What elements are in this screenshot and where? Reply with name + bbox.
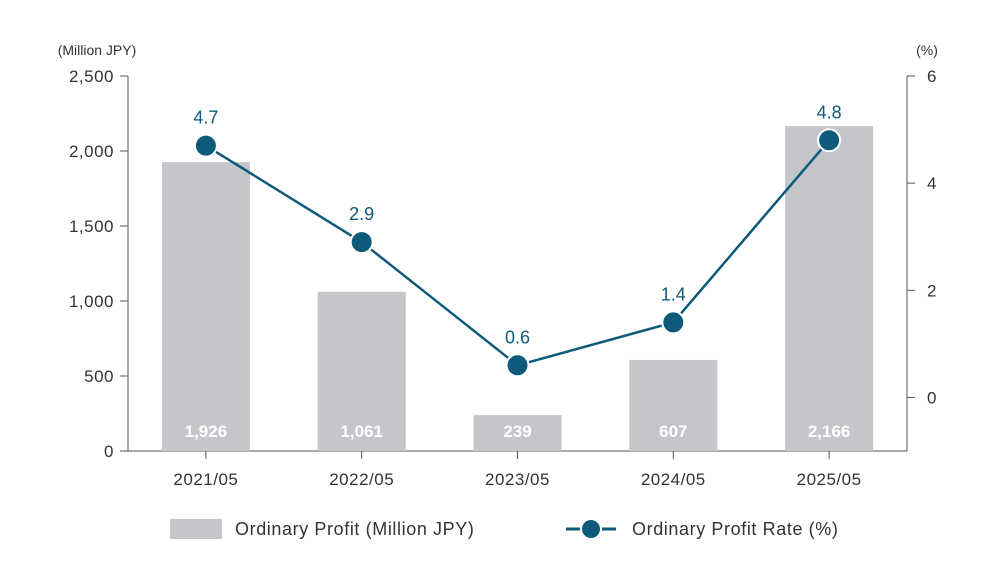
x-axis-tick-label: 2021/05 [173, 470, 238, 489]
rate-data-label: 0.6 [505, 327, 530, 347]
rate-point [661, 310, 686, 335]
legend: Ordinary Profit (Million JPY) Ordinary P… [170, 518, 838, 540]
bar [473, 415, 562, 451]
rate-line-layer: 4.7 2.9 0.6 1.4 4.8 [193, 102, 842, 378]
bar [161, 162, 250, 451]
rate-point [505, 353, 530, 378]
legend-swatch-bar [170, 519, 222, 539]
bar-data-label: 1,926 [185, 422, 228, 441]
rate-data-label: 1.4 [661, 284, 686, 304]
rate-point [817, 128, 842, 153]
bars: 1,926 1,061 239 607 2,166 [161, 126, 874, 451]
x-axis-tick-label: 2023/05 [485, 470, 550, 489]
bar-data-label: 2,166 [808, 422, 851, 441]
bar [785, 126, 874, 451]
x-axis-tick-label: 2022/05 [329, 470, 394, 489]
legend-label-bar: Ordinary Profit (Million JPY) [235, 519, 474, 539]
right-axis-tick-label: 2 [927, 281, 937, 300]
rate-point [349, 230, 374, 255]
legend-swatch-marker [580, 518, 602, 540]
x-axis-tick-label: 2024/05 [641, 470, 706, 489]
left-axis-tick-label: 1,000 [69, 292, 114, 311]
bar [629, 359, 718, 451]
right-axis-tick-label: 6 [927, 67, 937, 86]
left-axis-unit: (Million JPY) [58, 42, 137, 58]
left-axis-tick-label: 2,500 [69, 67, 114, 86]
x-axis-tick-label: 2025/05 [797, 470, 862, 489]
rate-data-label: 2.9 [349, 204, 374, 224]
left-axis-tick-label: 500 [84, 367, 114, 386]
bar-data-label: 239 [503, 422, 531, 441]
rate-data-label: 4.8 [817, 102, 842, 122]
rate-data-label: 4.7 [193, 108, 218, 128]
legend-label-line: Ordinary Profit Rate (%) [632, 519, 838, 539]
right-axis-tick-label: 0 [927, 388, 937, 407]
bar-data-label: 1,061 [340, 422, 383, 441]
right-axis-unit: (%) [916, 42, 938, 58]
right-axis-tick-label: 4 [927, 174, 937, 193]
axes: (Million JPY) (%) 0 500 1,000 1,500 2,000 2,5… [58, 42, 938, 489]
left-axis-tick-label: 2,000 [69, 142, 114, 161]
left-axis-tick-label: 0 [104, 442, 114, 461]
left-axis-tick-label: 1,500 [69, 217, 114, 236]
rate-point [193, 133, 218, 158]
bar [317, 291, 406, 451]
bar-data-label: 607 [659, 422, 687, 441]
